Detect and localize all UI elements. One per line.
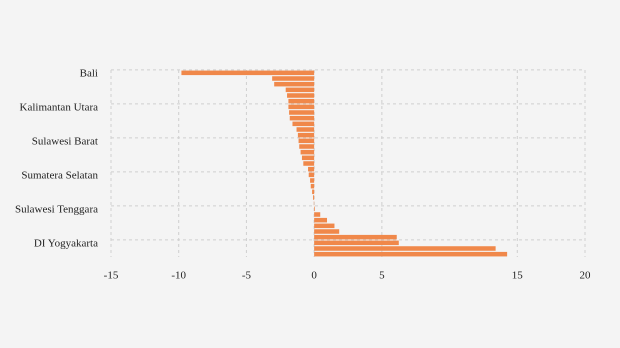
bar xyxy=(301,155,315,161)
bar xyxy=(314,223,335,229)
y-tick-label: Sulawesi Tenggara xyxy=(15,203,98,215)
x-tick-label: 20 xyxy=(580,270,592,282)
bar xyxy=(314,234,397,240)
bar xyxy=(292,121,315,127)
bar xyxy=(310,183,315,189)
bar xyxy=(314,229,340,234)
x-tick-label: -10 xyxy=(171,270,186,282)
bar xyxy=(314,206,315,212)
bar xyxy=(314,240,399,246)
x-tick-label: 0 xyxy=(311,270,317,282)
y-tick-label: Sumatera Selatan xyxy=(21,169,98,181)
bar xyxy=(300,149,315,155)
x-tick-label: -5 xyxy=(242,270,252,282)
bar xyxy=(308,172,315,178)
bar xyxy=(303,161,315,166)
bar xyxy=(285,87,315,93)
y-tick-label: DI Yogyakarta xyxy=(34,237,98,249)
bar xyxy=(272,76,315,81)
bar xyxy=(288,104,315,110)
bar xyxy=(288,98,315,104)
bar xyxy=(313,195,315,200)
bar xyxy=(289,110,315,115)
bar xyxy=(296,127,315,132)
y-tick-label: Kalimantan Utara xyxy=(20,101,99,113)
bar xyxy=(314,246,496,251)
x-tick-label: 15 xyxy=(512,270,524,282)
y-tick-label: Sulawesi Barat xyxy=(32,135,98,147)
bar xyxy=(299,144,315,149)
bar xyxy=(274,81,315,87)
bar xyxy=(314,251,508,257)
bar xyxy=(314,217,328,223)
bar xyxy=(297,132,315,138)
y-tick-label: Bali xyxy=(80,67,98,79)
bar xyxy=(310,178,315,183)
bar xyxy=(308,166,315,172)
bar xyxy=(312,189,315,195)
bar xyxy=(181,70,315,76)
bar xyxy=(314,212,321,217)
x-tick-label: 5 xyxy=(379,270,385,282)
bar xyxy=(289,115,315,121)
x-tick-label: -15 xyxy=(104,270,119,282)
bar xyxy=(287,93,315,98)
bar xyxy=(298,138,315,144)
